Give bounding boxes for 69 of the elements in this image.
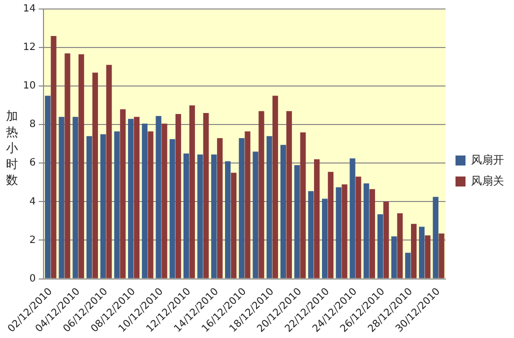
bar [217, 138, 223, 278]
bar [230, 172, 236, 278]
bar [383, 202, 389, 278]
bar [438, 233, 444, 278]
bar [142, 124, 148, 278]
bar [72, 116, 78, 278]
y-tick-label: 6 [29, 158, 36, 169]
bar [120, 109, 126, 278]
bar [364, 183, 370, 278]
bar [328, 172, 334, 278]
bar [369, 189, 376, 278]
bar [336, 187, 342, 278]
bar [156, 116, 162, 278]
bar [134, 116, 140, 278]
bar [50, 36, 56, 278]
bar [266, 136, 272, 278]
bar [405, 252, 411, 278]
bar [424, 235, 430, 278]
bar [377, 214, 384, 278]
bar [238, 138, 244, 278]
bar [148, 131, 154, 278]
bar [44, 96, 51, 278]
bar [162, 124, 168, 278]
bar [170, 139, 176, 278]
bar [92, 72, 98, 278]
bar [322, 198, 328, 278]
bar [258, 111, 264, 278]
y-tick-label: 8 [29, 119, 36, 130]
bar [308, 191, 314, 278]
y-tick-label: 12 [22, 42, 36, 54]
bar [356, 176, 362, 278]
bar [300, 132, 306, 278]
y-tick-label: 2 [29, 234, 36, 246]
bar [244, 131, 250, 278]
bar [183, 154, 190, 278]
bar [252, 152, 258, 278]
bar [58, 116, 64, 278]
bar [197, 154, 203, 278]
y-tick-label: 4 [29, 196, 36, 208]
bar [418, 226, 425, 278]
bar [272, 96, 278, 278]
legend-label: 风扇开 [471, 153, 504, 166]
y-tick-label: 0 [29, 273, 36, 284]
y-tick-label: 14 [22, 4, 36, 15]
bar [175, 114, 182, 278]
bar [314, 159, 320, 278]
bar [432, 196, 438, 278]
bar [294, 165, 300, 278]
bar [106, 64, 112, 278]
y-axis-title: 加热小时数 [6, 108, 19, 188]
y-tick-label: 10 [22, 80, 36, 92]
bar [411, 224, 417, 278]
bar [64, 53, 70, 278]
bar [211, 154, 217, 278]
bar [225, 161, 231, 278]
bar [203, 113, 209, 278]
bar [280, 144, 286, 278]
legend-label: 风扇关 [471, 174, 504, 188]
bar [128, 118, 134, 278]
bar [391, 236, 397, 278]
bar [114, 131, 120, 278]
bar [286, 111, 292, 278]
bar [86, 136, 92, 278]
bar [397, 213, 403, 278]
bar [189, 105, 195, 278]
bar [100, 134, 106, 278]
bar [350, 158, 356, 278]
bar [78, 54, 84, 278]
bar [342, 184, 348, 278]
